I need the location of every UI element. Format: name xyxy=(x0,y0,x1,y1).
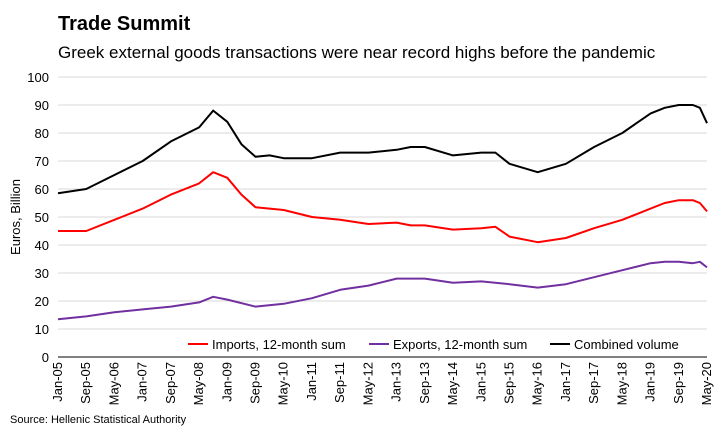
x-tick-label: Jan-05 xyxy=(50,362,65,402)
y-tick-label: 20 xyxy=(35,294,49,309)
x-tick-label: Sep-19 xyxy=(671,362,686,404)
legend-label: Exports, 12-month sum xyxy=(393,337,527,352)
x-tick-label: May-08 xyxy=(191,362,206,405)
x-tick-label: May-14 xyxy=(445,362,460,405)
x-tick-label: Jan-17 xyxy=(558,362,573,402)
chart-title: Trade Summit xyxy=(58,13,191,35)
y-tick-label: 0 xyxy=(42,350,49,365)
x-tick-label: Sep-13 xyxy=(417,362,432,404)
gridlines xyxy=(58,76,707,358)
x-tick-label: May-16 xyxy=(530,362,545,405)
y-tick-label: 100 xyxy=(27,70,49,85)
y-tick-label: 80 xyxy=(35,126,49,141)
y-tick-label: 60 xyxy=(35,182,49,197)
y-tick-label: 50 xyxy=(35,210,49,225)
series-line xyxy=(57,260,708,321)
x-tick-labels: Jan-05 Sep-05 May-06 Jan-07 Sep-07 May-08 Jan-… xyxy=(50,362,714,405)
y-tick-labels: 0 10 20 30 40 50 60 70 80 90 100 xyxy=(27,70,49,365)
x-tick-label: May-06 xyxy=(106,362,121,405)
y-tick-label: 30 xyxy=(35,266,49,281)
x-tick-label: Sep-11 xyxy=(332,362,347,403)
x-tick-label: Sep-09 xyxy=(248,362,263,404)
x-tick-label: Jan-11 xyxy=(304,362,319,401)
y-tick-label: 70 xyxy=(35,154,49,169)
x-tick-label: Sep-15 xyxy=(501,362,516,404)
x-tick-label: Jan-09 xyxy=(219,362,234,402)
x-tick-label: Sep-17 xyxy=(586,362,601,404)
series-line xyxy=(57,104,708,195)
x-tick-label: May-18 xyxy=(614,362,629,405)
x-tick-label: May-20 xyxy=(699,362,714,405)
y-tick-label: 90 xyxy=(35,98,49,113)
series-lines xyxy=(57,104,708,321)
x-tick-label: May-10 xyxy=(276,362,291,405)
y-tick-label: 10 xyxy=(35,322,49,337)
x-tick-label: Jan-07 xyxy=(135,362,150,402)
x-tick-label: May-12 xyxy=(360,362,375,405)
x-tick-label: Jan-19 xyxy=(643,362,658,402)
y-axis-label: Euros, Billion xyxy=(8,179,23,255)
series-line xyxy=(58,171,708,244)
legend: Imports, 12-month sum Exports, 12-month s… xyxy=(188,337,679,352)
legend-label: Combined volume xyxy=(574,337,679,352)
legend-label: Imports, 12-month sum xyxy=(212,337,346,352)
chart-subtitle: Greek external goods transactions were n… xyxy=(58,43,656,62)
x-tick-label: Jan-13 xyxy=(389,362,404,402)
x-tick-label: Sep-05 xyxy=(78,362,93,404)
x-tick-label: Sep-07 xyxy=(163,362,178,404)
x-tick-label: Jan-15 xyxy=(473,362,488,402)
source-note: Source: Hellenic Statistical Authority xyxy=(10,414,187,426)
y-tick-label: 40 xyxy=(35,238,49,253)
